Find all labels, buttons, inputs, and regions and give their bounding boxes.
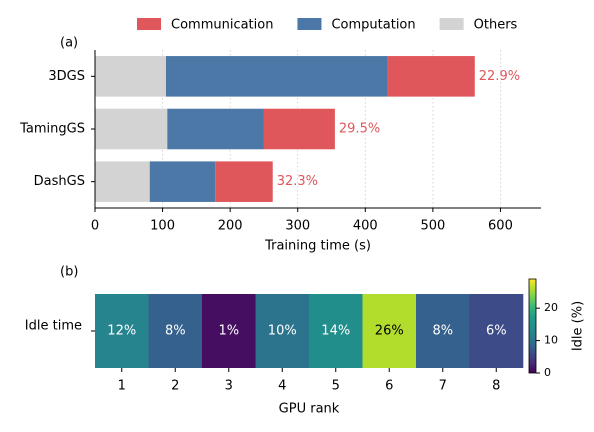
heatmap-cell xyxy=(202,294,256,368)
legend-label: Others xyxy=(474,18,518,33)
x-tick-label: 2 xyxy=(171,379,179,394)
heatmap-cell xyxy=(416,294,470,368)
x-tick-label: 100 xyxy=(150,219,175,234)
row-label: Idle time xyxy=(25,319,82,334)
colorbar xyxy=(528,278,537,374)
colorbar-tick-label: 10 xyxy=(544,334,558,347)
cell-label: 1% xyxy=(218,324,239,339)
bar-annotation: 29.5% xyxy=(339,122,380,137)
bar-segment xyxy=(149,161,216,202)
colorbar-tick-label: 20 xyxy=(544,301,558,314)
y-tick-label: 3DGS xyxy=(48,69,85,84)
colorbar-label: Idle (%) xyxy=(571,301,586,351)
heatmap-cell xyxy=(309,294,363,368)
x-axis-label: Training time (s) xyxy=(264,239,371,254)
bar-annotation: 32.3% xyxy=(277,174,318,189)
x-axis-label: GPU rank xyxy=(279,402,340,417)
cell-label: 10% xyxy=(268,324,297,339)
x-tick-label: 5 xyxy=(332,379,340,394)
legend-swatch xyxy=(297,18,322,30)
x-tick-label: 600 xyxy=(488,219,513,234)
x-tick-label: 200 xyxy=(218,219,243,234)
heatmap-cell xyxy=(362,294,417,368)
bar-segment xyxy=(95,108,168,150)
x-tick-label: 500 xyxy=(420,219,445,234)
y-tick-label: DashGS xyxy=(34,174,85,189)
x-tick-label: 4 xyxy=(278,379,286,394)
cell-label: 6% xyxy=(486,324,507,339)
x-tick-label: 8 xyxy=(492,379,500,394)
bar-segment xyxy=(215,161,273,202)
legend-label: Computation xyxy=(331,18,415,33)
x-tick-label: 1 xyxy=(118,379,126,394)
legend-label: Communication xyxy=(171,18,273,33)
x-tick-label: 3 xyxy=(225,379,233,394)
cell-label: 26% xyxy=(375,324,404,339)
cell-label: 8% xyxy=(165,324,186,339)
bar-segment xyxy=(387,56,475,97)
heatmap-cell xyxy=(469,294,524,368)
bar-segment xyxy=(95,161,150,202)
colorbar-tick-label: 0 xyxy=(544,366,551,379)
x-tick-label: 400 xyxy=(353,219,378,234)
x-tick-label: 0 xyxy=(91,219,99,234)
legend-swatch xyxy=(439,18,464,30)
bar-annotation: 22.9% xyxy=(479,69,520,84)
cell-label: 12% xyxy=(107,324,136,339)
panel-label: (b) xyxy=(60,265,78,280)
legend-swatch xyxy=(137,18,161,30)
x-tick-label: 300 xyxy=(285,219,310,234)
cell-label: 14% xyxy=(321,324,350,339)
bar-segment xyxy=(167,108,264,150)
x-tick-label: 6 xyxy=(385,379,393,394)
heatmap-cell xyxy=(95,294,149,368)
bar-segment xyxy=(165,56,388,97)
bar-segment xyxy=(263,108,335,150)
x-tick-label: 7 xyxy=(439,379,447,394)
bar-segment xyxy=(95,56,166,97)
cell-label: 8% xyxy=(432,324,453,339)
panel-label: (a) xyxy=(60,36,78,51)
heatmap-cell xyxy=(255,294,310,368)
heatmap-cell xyxy=(148,294,203,368)
y-tick-label: TamingGS xyxy=(19,122,85,137)
